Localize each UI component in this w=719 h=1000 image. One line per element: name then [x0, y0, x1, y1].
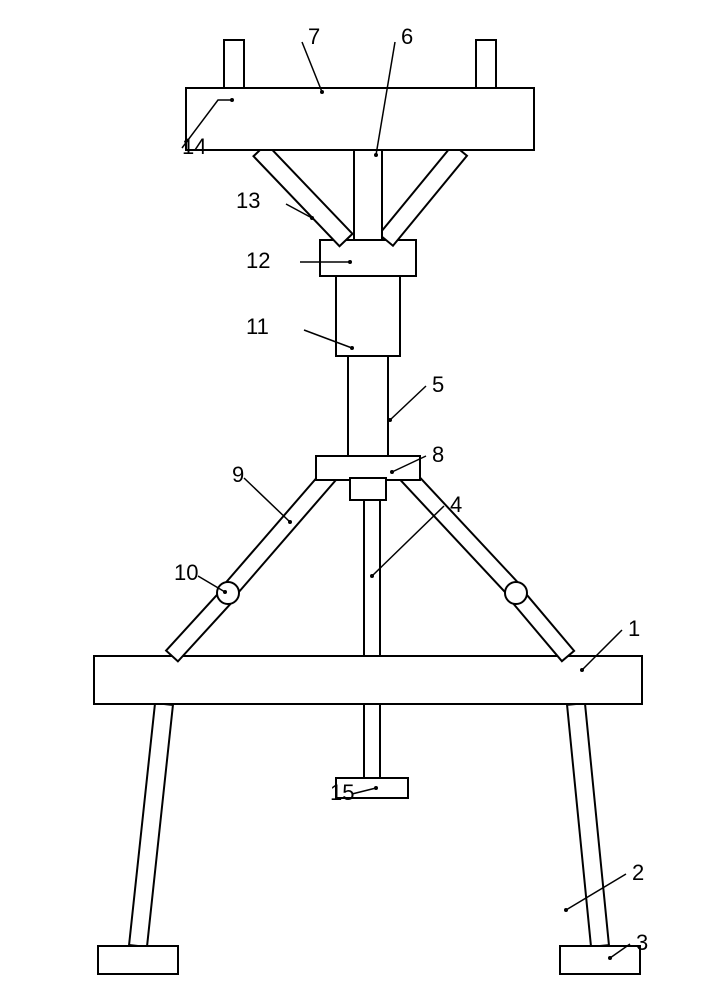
part-1: [94, 656, 642, 704]
part-7: [186, 88, 534, 150]
label-6: 6: [401, 24, 413, 49]
part-2-left: [129, 703, 173, 947]
leader-l5: [390, 386, 426, 420]
label-2: 2: [632, 860, 644, 885]
leader-end-l9: [288, 520, 292, 524]
part-13-right: [379, 144, 467, 245]
leader-lines: [182, 42, 630, 960]
part-9-right: [396, 465, 520, 596]
leader-l4: [372, 506, 444, 576]
leader-end-l4: [370, 574, 374, 578]
part-6: [354, 150, 382, 240]
part-14-left: [224, 40, 244, 88]
leader-end-l2: [564, 908, 568, 912]
part-2-right: [567, 703, 609, 947]
leader-end-l15: [374, 786, 378, 790]
leader-end-l3: [608, 956, 612, 960]
part-12: [320, 240, 416, 276]
part-10-right: [505, 582, 527, 604]
label-9: 9: [232, 462, 244, 487]
part-3-right: [560, 946, 640, 974]
label-15: 15: [330, 780, 354, 805]
part-8: [316, 456, 420, 480]
leader-end-l12: [348, 260, 352, 264]
part-11: [336, 276, 400, 356]
label-12: 12: [246, 248, 270, 273]
leader-end-l7: [320, 90, 324, 94]
label-5: 5: [432, 372, 444, 397]
part-5: [348, 356, 388, 456]
leader-end-l1: [580, 668, 584, 672]
leader-end-l10: [223, 590, 227, 594]
label-8: 8: [432, 442, 444, 467]
leader-end-l5: [388, 418, 392, 422]
label-3: 3: [636, 930, 648, 955]
part-4: [364, 498, 380, 778]
label-4: 4: [450, 492, 462, 517]
leader-end-l13: [310, 216, 314, 220]
part-10-left: [217, 582, 239, 604]
part-8-hub: [350, 478, 386, 500]
label-11: 11: [246, 314, 269, 339]
leader-end-l8: [390, 470, 394, 474]
label-10: 10: [174, 560, 198, 585]
label-1: 1: [628, 616, 640, 641]
leader-l7: [302, 42, 322, 92]
figure-shapes: [94, 40, 642, 974]
label-14: 14: [182, 134, 206, 159]
leader-end-l6: [374, 153, 378, 157]
leader-end-l11: [350, 346, 354, 350]
leg-mid-left: [166, 593, 231, 662]
part-14-right: [476, 40, 496, 88]
label-7: 7: [308, 24, 320, 49]
part-3-left: [98, 946, 178, 974]
part-13-left: [253, 144, 352, 246]
leader-end-l14: [230, 98, 234, 102]
leader-l9: [244, 478, 290, 522]
label-13: 13: [236, 188, 260, 213]
